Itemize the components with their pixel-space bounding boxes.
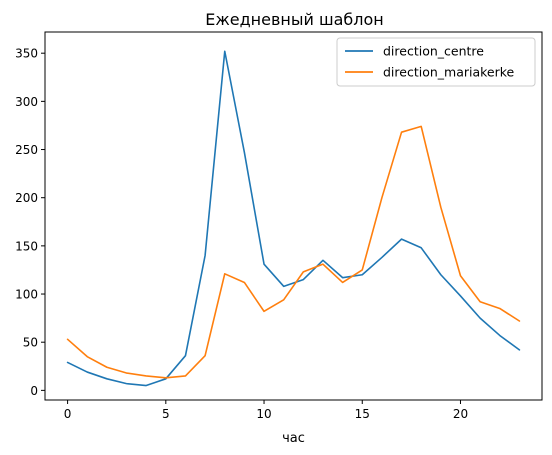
series-lines bbox=[66, 50, 521, 387]
y-tick-label: 300 bbox=[15, 95, 38, 109]
legend-entry: direction_mariakerke bbox=[383, 65, 515, 80]
legend-entry: direction_centre bbox=[383, 44, 484, 59]
x-tick-label: 15 bbox=[355, 407, 370, 421]
x-tick-label: 0 bbox=[64, 407, 72, 421]
legend-box bbox=[336, 37, 536, 87]
x-axis-label: час bbox=[282, 431, 305, 446]
chart-title: Ежедневный шаблон bbox=[205, 10, 384, 29]
x-tick-label: 5 bbox=[162, 407, 170, 421]
series-line-direction-mariakerke bbox=[66, 125, 521, 379]
plot-frame bbox=[44, 31, 543, 401]
y-tick-label: 250 bbox=[15, 143, 38, 157]
x-tick-label: 20 bbox=[453, 407, 468, 421]
y-tick-label: 100 bbox=[15, 288, 38, 302]
x-tick-label: 10 bbox=[256, 407, 271, 421]
x-axis: 0 5 10 15 20 bbox=[64, 400, 468, 421]
legend: direction_centre direction_mariakerke bbox=[336, 37, 536, 87]
y-tick-label: 0 bbox=[30, 384, 38, 398]
series-line-direction-centre bbox=[66, 50, 521, 387]
y-axis: 0 50 100 150 200 250 300 350 bbox=[15, 47, 45, 398]
y-tick-label: 350 bbox=[15, 47, 38, 61]
y-tick-label: 150 bbox=[15, 239, 38, 253]
y-tick-label: 50 bbox=[23, 336, 38, 350]
y-tick-label: 200 bbox=[15, 191, 38, 205]
